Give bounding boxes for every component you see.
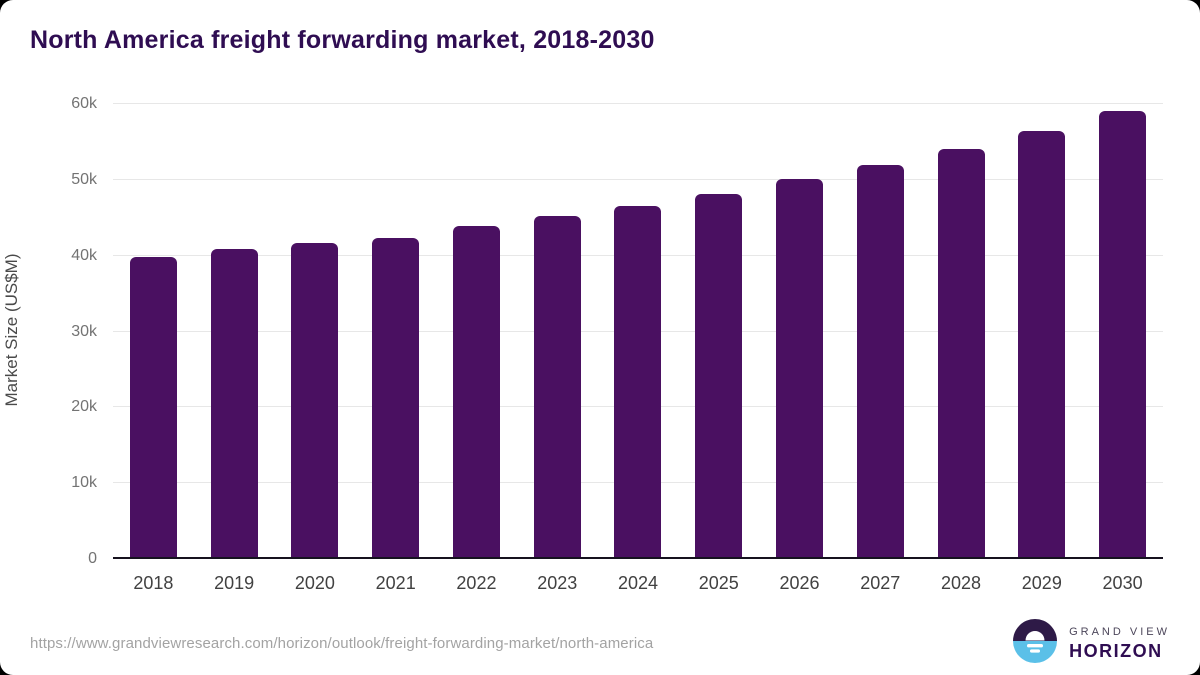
bar-band-2024: 2024 bbox=[598, 103, 679, 593]
bar-band-2022: 2022 bbox=[436, 103, 517, 593]
bar-2025[interactable] bbox=[695, 193, 743, 558]
bar-2030[interactable] bbox=[1099, 110, 1147, 558]
x-tick-label-2030: 2030 bbox=[1102, 573, 1143, 593]
x-tick-label-2020: 2020 bbox=[294, 573, 335, 593]
bar-2019[interactable] bbox=[210, 248, 258, 558]
y-tick-label-30k: 30k bbox=[71, 322, 97, 340]
bar-band-2026: 2026 bbox=[759, 103, 840, 593]
bar-band-2019: 2019 bbox=[194, 103, 275, 593]
chart-footer: https://www.grandviewresearch.com/horizo… bbox=[0, 611, 1200, 675]
bar-band-2020: 2020 bbox=[275, 103, 356, 593]
bar-band-2029: 2029 bbox=[1001, 103, 1082, 593]
y-axis-title: Market Size (US$M) bbox=[2, 253, 21, 407]
logo-horizon-text: HORIZON bbox=[1069, 640, 1163, 661]
horizon-sun-circle-icon bbox=[1013, 618, 1058, 668]
gridline-50k bbox=[113, 178, 1163, 180]
bar-2020[interactable] bbox=[291, 243, 339, 558]
plot-area: 0 10k 20k 30k 40k 50k 60k 2018 2019 2020 2021 2022… bbox=[71, 95, 1163, 593]
bar-band-2021: 2021 bbox=[355, 103, 436, 593]
bar-2027[interactable] bbox=[856, 165, 904, 558]
x-tick-label-2021: 2021 bbox=[375, 573, 416, 593]
bar-band-2023: 2023 bbox=[517, 103, 598, 593]
logo-grand-view-text: GRAND VIEW bbox=[1069, 625, 1170, 638]
bar-2023[interactable] bbox=[533, 215, 581, 558]
bar-2026[interactable] bbox=[776, 179, 823, 558]
bar-band-2018: 2018 bbox=[113, 103, 194, 593]
bar-2024[interactable] bbox=[614, 205, 662, 558]
x-tick-label-2023: 2023 bbox=[537, 573, 578, 593]
bar-band-2027: 2027 bbox=[840, 103, 921, 593]
x-tick-label-2026: 2026 bbox=[779, 573, 820, 593]
gridline-60k bbox=[113, 103, 1163, 104]
bar-2022[interactable] bbox=[452, 225, 500, 558]
bar-band-2030: 2030 bbox=[1082, 103, 1163, 593]
y-tick-label-20k: 20k bbox=[71, 398, 97, 416]
y-tick-label-10k: 10k bbox=[71, 474, 97, 492]
x-axis-line bbox=[113, 557, 1163, 559]
x-tick-label-2019: 2019 bbox=[214, 573, 255, 593]
y-tick-label-40k: 40k bbox=[71, 246, 97, 264]
bar-2028[interactable] bbox=[937, 148, 985, 558]
y-tick-label-0: 0 bbox=[88, 550, 97, 567]
logo-wordmark: GRAND VIEW HORIZON bbox=[1069, 625, 1170, 661]
bar-2029[interactable] bbox=[1018, 131, 1066, 558]
bar-2018[interactable] bbox=[129, 256, 177, 558]
bars-layer: 2018 2019 2020 2021 2022 2023 2024 2025 2026 2027… bbox=[113, 103, 1163, 593]
bar-band-2028: 2028 bbox=[921, 103, 1002, 593]
chart-title: North America freight forwarding market,… bbox=[30, 26, 655, 54]
x-tick-label-2029: 2029 bbox=[1021, 573, 1062, 593]
source-url: https://www.grandviewresearch.com/horizo… bbox=[30, 634, 654, 652]
x-tick-label-2027: 2027 bbox=[860, 573, 901, 593]
bar-band-2025: 2025 bbox=[678, 103, 759, 593]
grand-view-horizon-logo: GRAND VIEW HORIZON bbox=[1013, 618, 1170, 668]
x-tick-label-2025: 2025 bbox=[698, 573, 739, 593]
y-tick-label-50k: 50k bbox=[71, 170, 97, 188]
bar-2021[interactable] bbox=[372, 237, 420, 558]
x-tick-label-2028: 2028 bbox=[941, 573, 982, 593]
x-tick-label-2022: 2022 bbox=[456, 573, 497, 593]
x-tick-label-2018: 2018 bbox=[133, 573, 174, 593]
x-tick-label-2024: 2024 bbox=[617, 573, 658, 593]
y-tick-label-60k: 60k bbox=[71, 95, 97, 112]
